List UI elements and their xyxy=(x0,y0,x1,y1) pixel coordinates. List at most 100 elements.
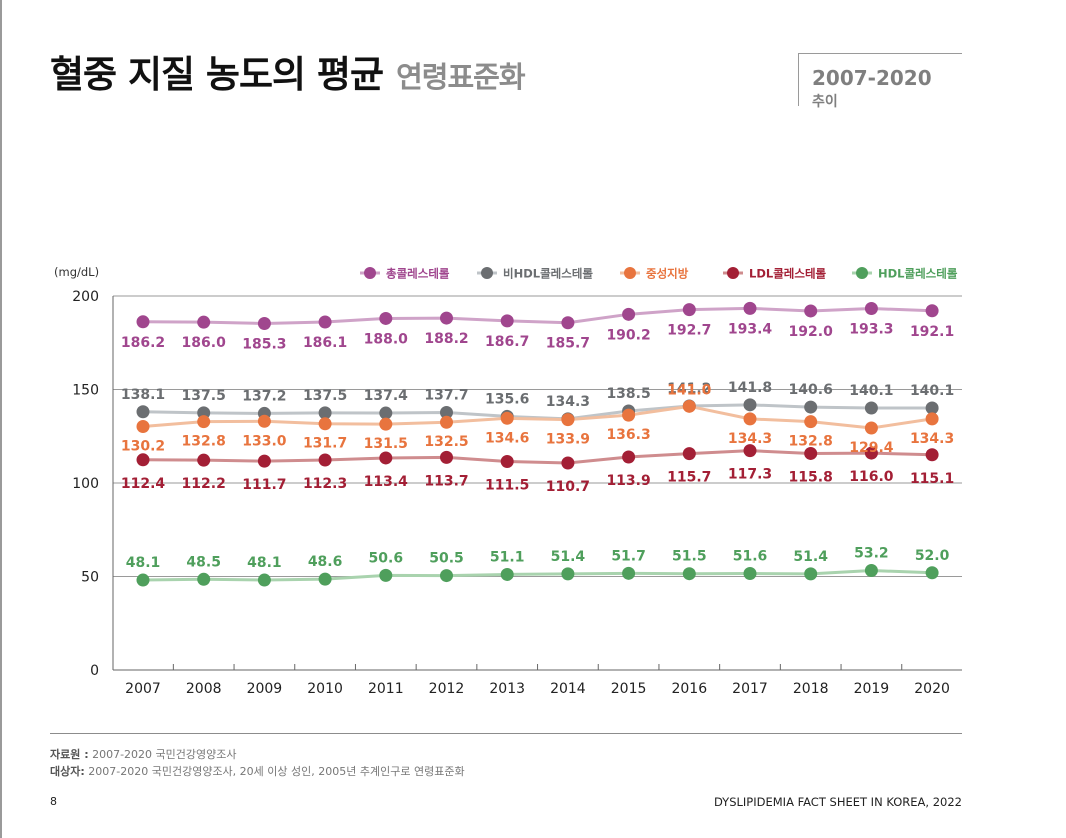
data-label: 188.2 xyxy=(424,331,468,347)
line-chart: 0 50 100 150 200 (mg/dL) 2007 2008 2009 2010 2011 2… xyxy=(54,265,962,697)
x-tick-label: 2015 xyxy=(611,681,647,697)
data-point xyxy=(197,315,211,329)
series-line xyxy=(142,306,933,325)
data-label: 137.2 xyxy=(242,388,286,404)
data-point xyxy=(257,316,271,330)
data-label: 140.6 xyxy=(789,382,833,398)
legend-marker xyxy=(481,267,493,279)
data-point xyxy=(622,408,636,422)
y-tick-label: 100 xyxy=(72,476,99,492)
source-text: 2007-2020 국민건강영양조사 xyxy=(92,748,237,761)
source-notes: 자료원 : 2007-2020 국민건강영양조사 대상자: 2007-2020 … xyxy=(50,746,465,780)
data-label: 132.5 xyxy=(424,434,468,450)
data-point xyxy=(440,569,453,583)
data-point xyxy=(804,567,818,581)
x-tick-label: 2014 xyxy=(550,681,586,697)
data-label: 134.3 xyxy=(728,431,772,447)
data-point xyxy=(682,447,696,461)
data-point xyxy=(743,301,757,315)
subject-text: 2007-2020 국민건강영양조사, 20세 이상 성인, 2005년 추계인… xyxy=(88,765,465,778)
data-label: 132.8 xyxy=(789,434,833,450)
data-label: 112.3 xyxy=(303,476,347,492)
legend-label: 중성지방 xyxy=(646,267,689,281)
data-point xyxy=(864,401,878,415)
data-point xyxy=(804,415,818,429)
data-label: 112.2 xyxy=(182,476,226,492)
data-point xyxy=(682,303,696,317)
data-label: 50.5 xyxy=(429,551,464,567)
data-point xyxy=(318,572,332,586)
data-point xyxy=(864,446,878,460)
data-label: 113.9 xyxy=(606,473,650,489)
left-page-border xyxy=(0,0,2,838)
data-point xyxy=(257,454,271,468)
data-label: 130.2 xyxy=(121,439,165,455)
data-label: 134.3 xyxy=(910,431,954,447)
x-tick-label: 2018 xyxy=(793,681,829,697)
data-point xyxy=(804,304,818,318)
data-label: 113.7 xyxy=(424,473,468,489)
source-label: 자료원 : xyxy=(50,748,89,761)
y-axis-unit-label: (mg/dL) xyxy=(54,265,99,279)
data-point xyxy=(318,406,332,420)
data-point xyxy=(925,304,939,318)
data-point xyxy=(500,567,514,581)
data-point xyxy=(379,417,393,431)
data-point xyxy=(561,413,575,427)
data-point xyxy=(561,456,575,470)
data-label: 48.1 xyxy=(247,555,282,571)
data-label: 51.6 xyxy=(733,549,768,565)
data-point xyxy=(500,454,514,468)
x-tick-label: 2011 xyxy=(368,681,404,697)
data-point xyxy=(561,316,575,330)
data-label: 193.3 xyxy=(849,322,893,338)
y-tick-label: 150 xyxy=(72,383,99,399)
subject-label: 대상자: xyxy=(50,765,85,778)
x-tick-label: 2012 xyxy=(429,681,465,697)
page-number: 8 xyxy=(50,795,57,808)
legend-label: LDL콜레스테롤 xyxy=(749,267,827,281)
data-label: 137.4 xyxy=(364,388,409,404)
legend-label: 비HDL콜레스테롤 xyxy=(503,267,593,281)
data-label: 140.1 xyxy=(910,383,954,399)
data-point xyxy=(925,566,939,580)
data-point xyxy=(197,453,211,467)
data-label: 115.1 xyxy=(910,471,954,487)
data-point xyxy=(379,406,393,420)
data-label: 185.7 xyxy=(546,336,590,352)
x-tick-label: 2019 xyxy=(854,681,890,697)
data-label: 111.7 xyxy=(242,477,286,493)
data-label: 192.0 xyxy=(789,324,834,340)
data-label: 186.1 xyxy=(303,335,347,351)
legend-marker xyxy=(624,267,636,279)
data-label: 48.5 xyxy=(186,554,221,570)
y-tick-label: 200 xyxy=(72,289,99,305)
x-tick-label: 2016 xyxy=(671,681,707,697)
title-main: 혈중 지질 농도의 평균 xyxy=(50,53,384,96)
data-label: 53.2 xyxy=(854,546,889,562)
period-box: 2007-2020 추이 xyxy=(798,53,962,110)
data-point xyxy=(682,567,696,581)
data-label: 133.0 xyxy=(242,433,287,449)
data-label: 51.1 xyxy=(490,549,525,565)
data-label: 193.4 xyxy=(728,321,773,337)
series-line xyxy=(142,569,933,582)
data-label: 129.4 xyxy=(849,440,894,456)
series-line xyxy=(142,404,933,430)
data-label: 138.5 xyxy=(606,386,650,402)
source-line: 자료원 : 2007-2020 국민건강영양조사 xyxy=(50,746,465,763)
x-tick-label: 2007 xyxy=(125,681,161,697)
data-label: 186.0 xyxy=(182,335,227,351)
report-title: DYSLIPIDEMIA FACT SHEET IN KOREA, 2022 xyxy=(713,795,962,809)
data-point xyxy=(136,315,150,329)
data-label: 141.8 xyxy=(728,380,772,396)
data-point xyxy=(197,415,211,429)
data-label: 110.7 xyxy=(546,479,590,495)
data-label: 186.7 xyxy=(485,334,529,350)
data-point xyxy=(804,400,818,414)
x-tick-label: 2013 xyxy=(489,681,525,697)
data-point xyxy=(136,405,150,419)
data-point xyxy=(622,307,636,321)
x-tick-label: 2009 xyxy=(247,681,283,697)
data-point xyxy=(561,567,575,581)
